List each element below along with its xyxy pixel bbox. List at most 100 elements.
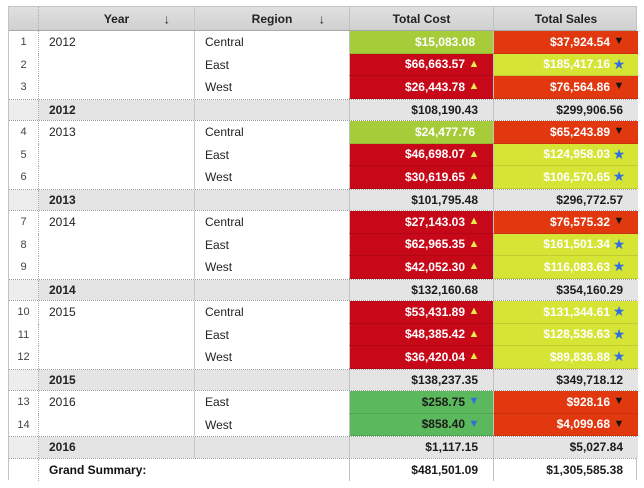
- cost-cell[interactable]: $108,190.43: [349, 99, 493, 120]
- sales-cell[interactable]: $296,772.57: [493, 189, 638, 210]
- sales-cell[interactable]: $116,083.63 ★: [493, 256, 638, 279]
- cost-value: $138,237.35: [411, 372, 478, 387]
- year-cell[interactable]: [39, 54, 194, 77]
- cost-cell[interactable]: $46,698.07 ▲: [349, 143, 493, 166]
- star-icon: ★: [612, 325, 626, 342]
- cost-cell[interactable]: $62,965.35 ▲: [349, 233, 493, 256]
- region-cell[interactable]: West: [194, 346, 349, 369]
- region-cell[interactable]: West: [194, 166, 349, 189]
- region-cell[interactable]: [194, 99, 349, 120]
- year-cell[interactable]: [39, 234, 194, 257]
- year-cell[interactable]: 2015: [49, 305, 76, 320]
- year-cell[interactable]: [39, 166, 194, 189]
- year-cell[interactable]: [39, 76, 194, 99]
- triangle-up-icon: ▲: [468, 237, 480, 250]
- sales-cell[interactable]: $354,160.29: [493, 279, 638, 300]
- grand-summary-label[interactable]: Grand Summary:: [49, 462, 147, 477]
- sales-value: $124,958.03: [543, 147, 610, 162]
- cost-cell[interactable]: $15,083.08: [349, 31, 493, 54]
- year-cell[interactable]: [39, 346, 194, 369]
- year-cell[interactable]: 2012: [39, 99, 194, 120]
- year-cell[interactable]: [39, 256, 194, 279]
- region-cell[interactable]: Central: [194, 31, 349, 54]
- region-cell[interactable]: West: [194, 76, 349, 99]
- region-cell[interactable]: West: [194, 413, 349, 436]
- cost-cell[interactable]: $42,052.30 ▲: [349, 256, 493, 279]
- table-row: 5 East $46,698.07 ▲ $124,958.03 ★: [9, 143, 638, 167]
- column-header-total-cost[interactable]: Total Cost: [349, 7, 493, 30]
- year-cell[interactable]: 2015: [39, 369, 194, 390]
- year-cell[interactable]: 2014: [49, 215, 76, 230]
- cost-cell[interactable]: $258.75 ▼: [349, 391, 493, 414]
- year-cell[interactable]: [39, 144, 194, 167]
- sales-cell[interactable]: $185,417.16 ★: [493, 53, 638, 76]
- region-cell[interactable]: Central: [194, 121, 349, 144]
- region-cell[interactable]: East: [194, 143, 349, 166]
- sales-cell[interactable]: $65,243.89 ▼: [493, 121, 638, 144]
- cost-cell[interactable]: $24,477.76: [349, 121, 493, 144]
- cost-cell[interactable]: $30,619.65 ▲: [349, 166, 493, 189]
- sales-cell[interactable]: $5,027.84: [493, 437, 638, 458]
- sales-value: $128,536.63: [543, 327, 610, 342]
- year-cell[interactable]: 2012: [49, 35, 76, 50]
- cost-cell[interactable]: $53,431.89 ▲: [349, 301, 493, 324]
- cost-cell[interactable]: $101,795.48: [349, 189, 493, 210]
- column-header-total-sales[interactable]: Total Sales: [493, 7, 638, 30]
- region-cell[interactable]: West: [194, 256, 349, 279]
- region-cell[interactable]: [194, 189, 349, 210]
- table-row: 8 East $62,965.35 ▲ $161,501.34 ★: [9, 233, 638, 257]
- sales-cell[interactable]: $124,958.03 ★: [493, 143, 638, 166]
- sales-value: $76,575.32: [549, 214, 610, 229]
- sales-cell[interactable]: $131,344.61 ★: [493, 301, 638, 324]
- sales-cell[interactable]: $106,570.65 ★: [493, 166, 638, 189]
- year-cell[interactable]: [39, 324, 194, 347]
- year-cell[interactable]: 2016: [49, 395, 76, 410]
- sales-cell[interactable]: $37,924.54 ▼: [493, 31, 638, 54]
- column-header-year[interactable]: Year ↓: [39, 7, 194, 30]
- row-number: 9: [9, 256, 39, 279]
- sales-cell[interactable]: $1,305,585.38: [493, 458, 638, 481]
- cost-cell[interactable]: $132,160.68: [349, 279, 493, 300]
- region-cell[interactable]: East: [194, 233, 349, 256]
- region-cell[interactable]: East: [194, 323, 349, 346]
- cost-cell[interactable]: $48,385.42 ▲: [349, 323, 493, 346]
- cost-cell[interactable]: $27,143.03 ▲: [349, 211, 493, 234]
- table-row: 9 West $42,052.30 ▲ $116,083.63 ★: [9, 256, 638, 279]
- column-header-region[interactable]: Region ↓: [194, 7, 349, 30]
- region-cell[interactable]: Central: [194, 211, 349, 234]
- region-cell[interactable]: Central: [194, 301, 349, 324]
- cost-cell[interactable]: $66,663.57 ▲: [349, 53, 493, 76]
- sales-cell[interactable]: $928.16 ▼: [493, 391, 638, 414]
- year-cell[interactable]: [39, 414, 194, 437]
- sales-cell[interactable]: $76,575.32 ▼: [493, 211, 638, 234]
- region-cell[interactable]: [194, 437, 349, 458]
- region-cell[interactable]: East: [194, 391, 349, 414]
- sales-cell[interactable]: $349,718.12: [493, 369, 638, 390]
- triangle-down-icon: ▼: [468, 395, 480, 408]
- table-row: 1 2012 Central $15,083.08 $37,924.54 ▼: [9, 31, 638, 54]
- table-row: 2013 $101,795.48 $296,772.57: [9, 188, 638, 211]
- row-number: 1: [9, 31, 39, 54]
- cost-cell[interactable]: $138,237.35: [349, 369, 493, 390]
- sales-cell[interactable]: $161,501.34 ★: [493, 233, 638, 256]
- sales-cell[interactable]: $76,564.86 ▼: [493, 76, 638, 99]
- year-cell[interactable]: 2013: [39, 189, 194, 210]
- sales-cell[interactable]: $128,536.63 ★: [493, 323, 638, 346]
- region-cell[interactable]: [194, 279, 349, 300]
- region-cell[interactable]: East: [194, 53, 349, 76]
- cost-cell[interactable]: $858.40 ▼: [349, 413, 493, 436]
- year-cell[interactable]: 2013: [49, 125, 76, 140]
- sales-cell[interactable]: $89,836.88 ★: [493, 346, 638, 369]
- cost-cell[interactable]: $36,420.04 ▲: [349, 346, 493, 369]
- header-gutter: [9, 7, 39, 30]
- region-cell[interactable]: [194, 369, 349, 390]
- cost-cell[interactable]: $1,117.15: [349, 437, 493, 458]
- cost-cell[interactable]: $26,443.78 ▲: [349, 76, 493, 99]
- sales-cell[interactable]: $299,906.56: [493, 99, 638, 120]
- year-cell[interactable]: 2016: [39, 437, 194, 458]
- cost-cell[interactable]: $481,501.09: [349, 458, 493, 481]
- sort-descending-icon[interactable]: ↓: [318, 11, 326, 26]
- year-cell[interactable]: 2014: [39, 279, 194, 300]
- sales-cell[interactable]: $4,099.68 ▼: [493, 413, 638, 436]
- sort-descending-icon[interactable]: ↓: [163, 11, 171, 26]
